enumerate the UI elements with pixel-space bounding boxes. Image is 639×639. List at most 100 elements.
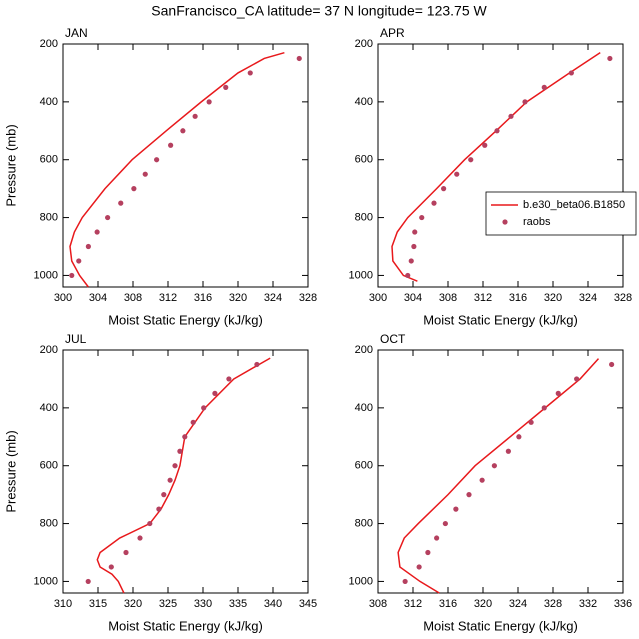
- obs-point: [425, 549, 431, 556]
- x-tick-label: 308: [369, 598, 387, 610]
- panel: 308 312 316 320 324 328 332 336 200 400 600 800 1000…: [349, 332, 633, 633]
- legend-marker: [502, 219, 508, 225]
- x-tick-label: 320: [544, 292, 562, 304]
- obs-point: [123, 549, 129, 556]
- obs-point: [154, 157, 160, 163]
- obs-point: [607, 55, 613, 62]
- obs-point: [168, 142, 174, 148]
- obs-point: [69, 272, 75, 279]
- obs-point: [508, 113, 514, 119]
- y-tick-label: 200: [355, 344, 373, 356]
- obs-point: [212, 390, 218, 396]
- obs-point: [454, 171, 460, 177]
- obs-point: [441, 186, 447, 192]
- x-tick-label: 308: [124, 292, 142, 304]
- x-tick-label: 300: [369, 292, 387, 304]
- x-tick-label: 300: [54, 292, 72, 304]
- panel: 310 315 320 325 330 335 340 345 200 400 600 800 1000…: [3, 332, 317, 633]
- model-line: [397, 358, 600, 594]
- x-tick-label: 320: [474, 598, 492, 610]
- obs-point: [156, 506, 162, 512]
- x-tick-label: 330: [194, 598, 212, 610]
- obs-point: [226, 376, 232, 382]
- obs-point: [201, 405, 207, 411]
- panel: 300 304 308 312 316 320 324 328 200 400 600 800 1000…: [3, 26, 317, 327]
- obs-point: [142, 171, 148, 177]
- y-tick-label: 1000: [34, 269, 58, 281]
- obs-point: [528, 419, 534, 425]
- y-axis-label: Pressure (mb): [3, 124, 18, 206]
- obs-point: [247, 70, 253, 76]
- y-tick-label: 1000: [349, 575, 373, 587]
- figure-title: SanFrancisco_CA latitude= 37 N longitude…: [151, 3, 487, 19]
- plot-frame: [62, 43, 309, 288]
- obs-point: [482, 142, 488, 148]
- x-tick-label: 328: [544, 598, 562, 610]
- obs-point: [167, 477, 173, 483]
- obs-point: [419, 214, 425, 221]
- y-tick-label: 800: [40, 211, 58, 223]
- plot-frame: [62, 349, 309, 594]
- x-tick-label: 312: [404, 598, 422, 610]
- obs-point: [442, 520, 448, 527]
- obs-point: [105, 214, 111, 221]
- obs-point: [76, 258, 82, 264]
- y-tick-label: 800: [40, 517, 58, 529]
- x-tick-label: 336: [614, 598, 632, 610]
- x-tick-label: 316: [509, 292, 527, 304]
- x-tick-label: 324: [579, 292, 597, 304]
- y-tick-label: 800: [355, 517, 373, 529]
- model-line: [96, 357, 271, 594]
- obs-point: [466, 492, 472, 498]
- x-tick-label: 320: [229, 292, 247, 304]
- obs-point: [296, 55, 302, 62]
- x-tick-label: 340: [264, 598, 282, 610]
- x-tick-label: 320: [124, 598, 142, 610]
- obs-point: [172, 463, 178, 469]
- legend-label: raobs: [523, 216, 551, 228]
- obs-point: [574, 376, 580, 382]
- obs-point: [494, 128, 500, 134]
- y-axis-label: Pressure (mb): [3, 430, 18, 512]
- obs-point: [180, 128, 186, 134]
- obs-point: [412, 229, 418, 235]
- y-tick-label: 1000: [349, 269, 373, 281]
- x-tick-label: 308: [439, 292, 457, 304]
- obs-point: [94, 229, 100, 235]
- y-tick-label: 400: [355, 402, 373, 414]
- obs-point: [206, 99, 212, 105]
- obs-point: [541, 405, 547, 411]
- obs-point: [431, 200, 437, 206]
- x-tick-label: 325: [159, 598, 177, 610]
- plot-frame: [377, 349, 624, 594]
- panel-label: OCT: [380, 332, 406, 346]
- obs-point: [182, 434, 188, 440]
- panel: 300 304 308 312 316 320 324 328 200 400 600 800 1000…: [349, 26, 637, 327]
- obs-point: [541, 84, 547, 90]
- legend-box: [485, 191, 637, 236]
- obs-point: [223, 84, 229, 90]
- y-tick-label: 600: [40, 460, 58, 472]
- legend-label: b.e30_beta06.B1850: [523, 199, 625, 211]
- obs-point: [147, 520, 153, 527]
- x-axis-label: Moist Static Energy (kJ/kg): [423, 618, 578, 633]
- x-tick-label: 315: [89, 598, 107, 610]
- y-tick-label: 600: [355, 460, 373, 472]
- y-tick-label: 600: [40, 154, 58, 166]
- obs-point: [411, 243, 417, 250]
- obs-point: [85, 243, 91, 250]
- x-axis-label: Moist Static Energy (kJ/kg): [423, 312, 578, 327]
- x-tick-label: 304: [89, 292, 107, 304]
- obs-point: [118, 200, 124, 206]
- y-tick-label: 1000: [34, 575, 58, 587]
- obs-point: [254, 361, 260, 368]
- obs-point: [161, 492, 167, 498]
- obs-point: [479, 477, 485, 483]
- obs-point: [522, 99, 528, 105]
- x-tick-label: 310: [54, 598, 72, 610]
- y-tick-label: 400: [40, 402, 58, 414]
- obs-point: [190, 419, 196, 425]
- x-tick-label: 316: [439, 598, 457, 610]
- obs-point: [434, 535, 440, 541]
